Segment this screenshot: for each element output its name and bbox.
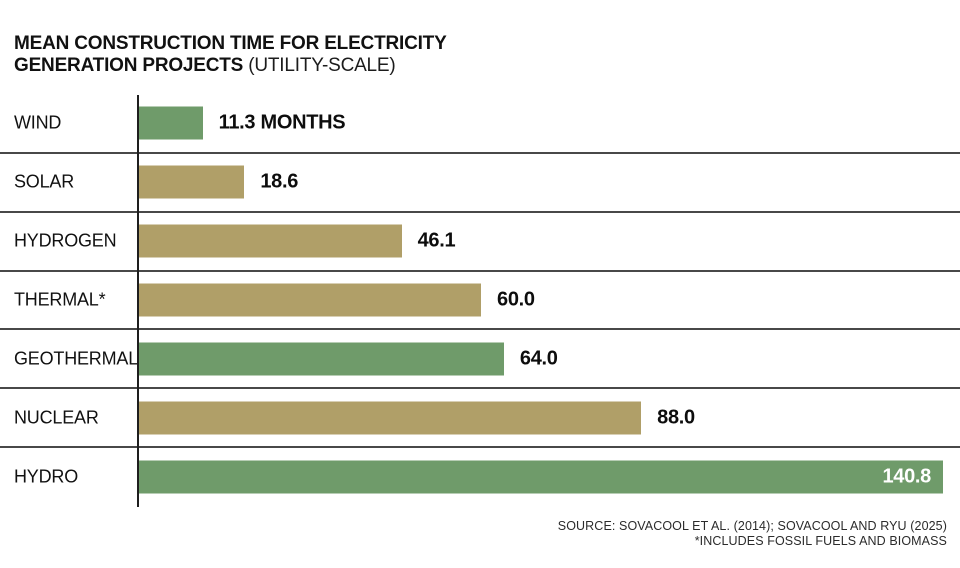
category-label: NUCLEAR bbox=[14, 407, 99, 428]
category-label: THERMAL* bbox=[14, 289, 106, 310]
bar bbox=[138, 106, 203, 140]
bar bbox=[138, 224, 402, 258]
chart-row: HYDROGEN 46.1 bbox=[0, 213, 960, 272]
chart-row: GEOTHERMAL 64.0 bbox=[0, 330, 960, 390]
chart-title: MEAN CONSTRUCTION TIME FOR ELECTRICITY G… bbox=[14, 33, 447, 77]
chart-row: HYDRO 140.8 bbox=[0, 448, 960, 505]
chart-row: SOLAR 18.6 bbox=[0, 154, 960, 213]
value-label: 18.6 bbox=[260, 170, 299, 193]
chart-row: THERMAL* 60.0 bbox=[0, 272, 960, 331]
category-label: GEOTHERMAL bbox=[14, 348, 139, 369]
chart-rows: WIND 11.3 MONTHS SOLAR 18.6 HYDROGEN 46.1 THER… bbox=[0, 95, 960, 505]
value-label: 60.0 bbox=[497, 288, 535, 311]
category-label: WIND bbox=[14, 112, 62, 133]
value-label: 64.0 bbox=[519, 347, 558, 370]
category-label: HYDROGEN bbox=[14, 230, 117, 251]
chart-title-line1: MEAN CONSTRUCTION TIME FOR ELECTRICITY bbox=[14, 33, 447, 54]
chart-title-qualifier: (UTILITY-SCALE) bbox=[248, 55, 396, 76]
y-axis-line bbox=[137, 95, 139, 507]
chart-row: WIND 11.3 MONTHS bbox=[0, 95, 960, 154]
bar: 140.8 bbox=[138, 460, 943, 494]
category-label: SOLAR bbox=[14, 171, 75, 192]
value-label: 46.1 bbox=[417, 229, 456, 252]
bar bbox=[138, 165, 245, 199]
value-label: 140.8 bbox=[882, 465, 931, 488]
bar bbox=[138, 342, 504, 376]
category-label: HYDRO bbox=[14, 466, 79, 487]
chart-title-line2: GENERATION PROJECTS bbox=[14, 55, 244, 76]
chart-footer: SOURCE: SOVACOOL ET AL. (2014); SOVACOOL… bbox=[558, 519, 947, 549]
value-label: 11.3 MONTHS bbox=[218, 111, 346, 134]
bar bbox=[138, 283, 482, 317]
footnote-line: *INCLUDES FOSSIL FUELS AND BIOMASS bbox=[694, 534, 947, 548]
chart-row: NUCLEAR 88.0 bbox=[0, 389, 960, 449]
source-line: SOURCE: SOVACOOL ET AL. (2014); SOVACOOL… bbox=[557, 519, 947, 533]
value-label: 88.0 bbox=[657, 406, 695, 429]
bar bbox=[138, 401, 642, 435]
